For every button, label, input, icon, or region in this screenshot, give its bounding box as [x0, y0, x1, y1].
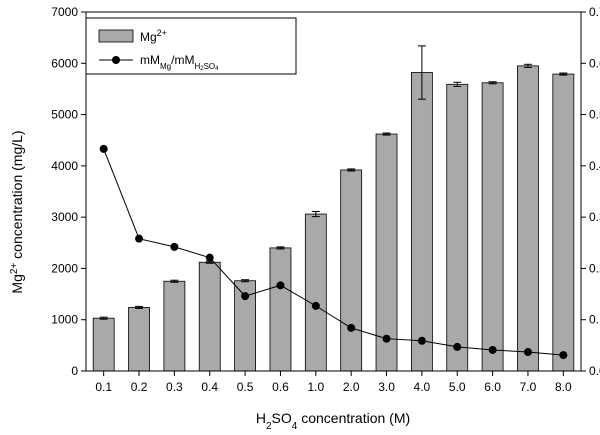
y-title-main: Mg [9, 274, 25, 293]
ratio-point [523, 348, 532, 357]
ratio-point [311, 301, 320, 310]
legend-line-bsub2: 2 [200, 66, 204, 72]
bar [446, 83, 469, 372]
x-tick-label: 0.3 [166, 380, 183, 394]
x-title-mid: SO [272, 410, 292, 426]
ratio-point [488, 345, 497, 354]
y-left-tick-label: 2000 [51, 261, 78, 275]
x-tick-label: 0.4 [201, 380, 218, 394]
legend-box [85, 17, 297, 75]
x-tick-label: 1.0 [307, 380, 324, 394]
bar [198, 261, 221, 372]
x-axis-title: H2SO4 concentration (M) [256, 410, 410, 432]
y-left-tick-label: 7000 [51, 5, 78, 19]
line-series [99, 144, 568, 360]
x-title-sub2: 4 [292, 421, 298, 432]
legend-line-label: mMMg/mMH2SO4 [140, 53, 219, 72]
x-tick-label: 0.6 [272, 380, 289, 394]
ratio-point [276, 281, 285, 290]
ratio-point [559, 351, 568, 360]
legend-line-b: /mM [171, 53, 194, 67]
y-right-tick-label: 0.5 [589, 108, 600, 122]
y-title-sup: 2+ [9, 263, 20, 275]
legend-bar-sup: 2+ [157, 28, 167, 38]
y-left-tick-label: 1000 [51, 313, 78, 327]
ratio-point [241, 292, 250, 301]
ratio-point [170, 242, 179, 251]
bar [410, 72, 433, 372]
x-title-rest: concentration (M) [297, 410, 410, 426]
bar [269, 247, 292, 372]
x-tick-label: 0.2 [131, 380, 148, 394]
y-title-rest: concentration (mg/L) [9, 130, 25, 262]
y-right-tick-label: 0.2 [589, 261, 600, 275]
y-right-tick-label: 0.1 [589, 313, 600, 327]
bar [517, 65, 539, 372]
legend-line-bsub: H [194, 62, 200, 71]
legend-line-marker [112, 56, 120, 64]
bar [340, 169, 363, 372]
y-right-tick-label: 0.7 [589, 5, 600, 19]
x-tick-label: 8.0 [555, 380, 572, 394]
bar [163, 280, 186, 372]
legend-bar-swatch [98, 29, 134, 43]
ratio-point [382, 334, 391, 343]
legend-bar-main: Mg [140, 30, 157, 44]
bar [552, 73, 575, 372]
bar-series [92, 45, 575, 372]
ratio-point [417, 336, 426, 345]
x-tick-label: 0.1 [95, 380, 112, 394]
ratio-line [103, 148, 564, 356]
x-tick-label: 2.0 [343, 380, 360, 394]
x-tick-label: 7.0 [520, 380, 537, 394]
legend-line-bsub4: 4 [215, 66, 219, 72]
ratio-point [99, 144, 108, 153]
ratio-point [205, 253, 214, 262]
y-right-tick-label: 0.0 [589, 364, 600, 378]
ratio-point [347, 323, 356, 332]
y-left-tick-label: 3000 [51, 210, 78, 224]
bar [128, 307, 150, 372]
x-tick-label: 6.0 [484, 380, 501, 394]
x-tick-label: 0.5 [237, 380, 254, 394]
axes: 0 1000 2000 3000 4000 5000 6000 7000 0.0 0.1 0.2 0.… [51, 5, 600, 394]
x-title-sub1: 2 [266, 421, 272, 432]
legend-line-asub: Mg [160, 62, 171, 71]
legend: Mg2+ mMMg/mMH2SO4 [85, 17, 297, 75]
legend-line-bsub3: SO [204, 62, 216, 71]
x-tick-label: 4.0 [414, 380, 431, 394]
legend-bar-label: Mg2+ [140, 28, 167, 44]
x-tick-label: 3.0 [378, 380, 395, 394]
legend-line-a: mM [140, 53, 160, 67]
bar [481, 82, 504, 372]
y-axis-left-title: Mg2+ concentration (mg/L) [9, 130, 26, 293]
y-left-tick-label: 5000 [51, 108, 78, 122]
y-left-tick-label: 6000 [51, 56, 78, 70]
x-tick-label: 5.0 [449, 380, 466, 394]
ratio-point [135, 234, 144, 243]
bar [304, 213, 327, 372]
plot-frame [85, 11, 582, 372]
y-left-tick-label: 4000 [51, 159, 78, 173]
x-title-main: H [256, 410, 266, 426]
bar [92, 317, 115, 372]
ratio-point [453, 342, 462, 351]
y-right-tick-label: 0.4 [589, 159, 600, 173]
y-left-tick-label: 0 [71, 364, 78, 378]
y-right-tick-label: 0.6 [589, 56, 600, 70]
y-right-tick-label: 0.3 [589, 210, 600, 224]
